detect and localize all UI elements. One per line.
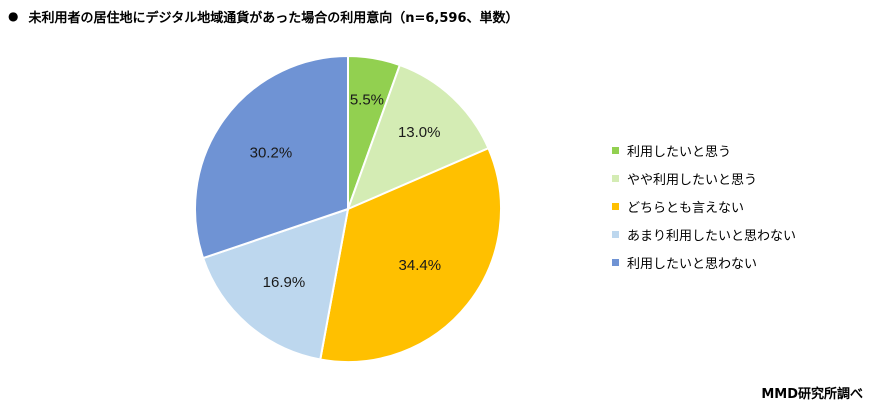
pie-data-label: 34.4% bbox=[399, 257, 442, 274]
pie-data-label: 16.9% bbox=[263, 274, 306, 291]
legend-swatch bbox=[612, 202, 619, 210]
pie-data-label: 13.0% bbox=[398, 124, 441, 141]
legend-item: あまり利用したいと思わない bbox=[612, 220, 796, 248]
legend-label: 利用したいと思う bbox=[627, 144, 732, 160]
pie-data-label: 5.5% bbox=[350, 91, 384, 108]
chart-title-row: ● 未利用者の居住地にデジタル地域通貨があった場合の利用意向（n=6,596、単… bbox=[8, 6, 519, 26]
legend-swatch bbox=[612, 230, 619, 238]
title-bullet: ● bbox=[8, 9, 19, 23]
legend-label: やや利用したいと思う bbox=[627, 172, 758, 188]
chart-title: 未利用者の居住地にデジタル地域通貨があった場合の利用意向（n=6,596、単数） bbox=[28, 10, 519, 26]
pie-data-label: 30.2% bbox=[250, 145, 293, 162]
legend-swatch bbox=[612, 146, 619, 154]
pie-slice bbox=[194, 54, 349, 260]
pie-slice bbox=[346, 63, 490, 211]
pie-slice bbox=[319, 146, 502, 363]
legend-label: 利用したいと思わない bbox=[627, 256, 758, 272]
source-credit: MMD研究所調べ bbox=[761, 387, 863, 402]
legend-item: 利用したいと思う bbox=[612, 136, 796, 164]
pie-data-labels: 5.5% 13.0% 34.4% 16.9% 30.2% bbox=[250, 91, 441, 291]
legend-swatch bbox=[612, 174, 619, 182]
pie-slices bbox=[194, 54, 502, 363]
legend-label: あまり利用したいと思わない bbox=[627, 228, 797, 244]
legend-item: やや利用したいと思う bbox=[612, 164, 796, 192]
legend-swatch bbox=[612, 258, 619, 266]
legend-label: どちらとも言えない bbox=[627, 200, 745, 216]
chart-legend: 利用したいと思う やや利用したいと思う どちらとも言えない あまり利用したいと思… bbox=[612, 136, 796, 276]
legend-item: どちらとも言えない bbox=[612, 192, 796, 220]
legend-item: 利用したいと思わない bbox=[612, 248, 796, 276]
